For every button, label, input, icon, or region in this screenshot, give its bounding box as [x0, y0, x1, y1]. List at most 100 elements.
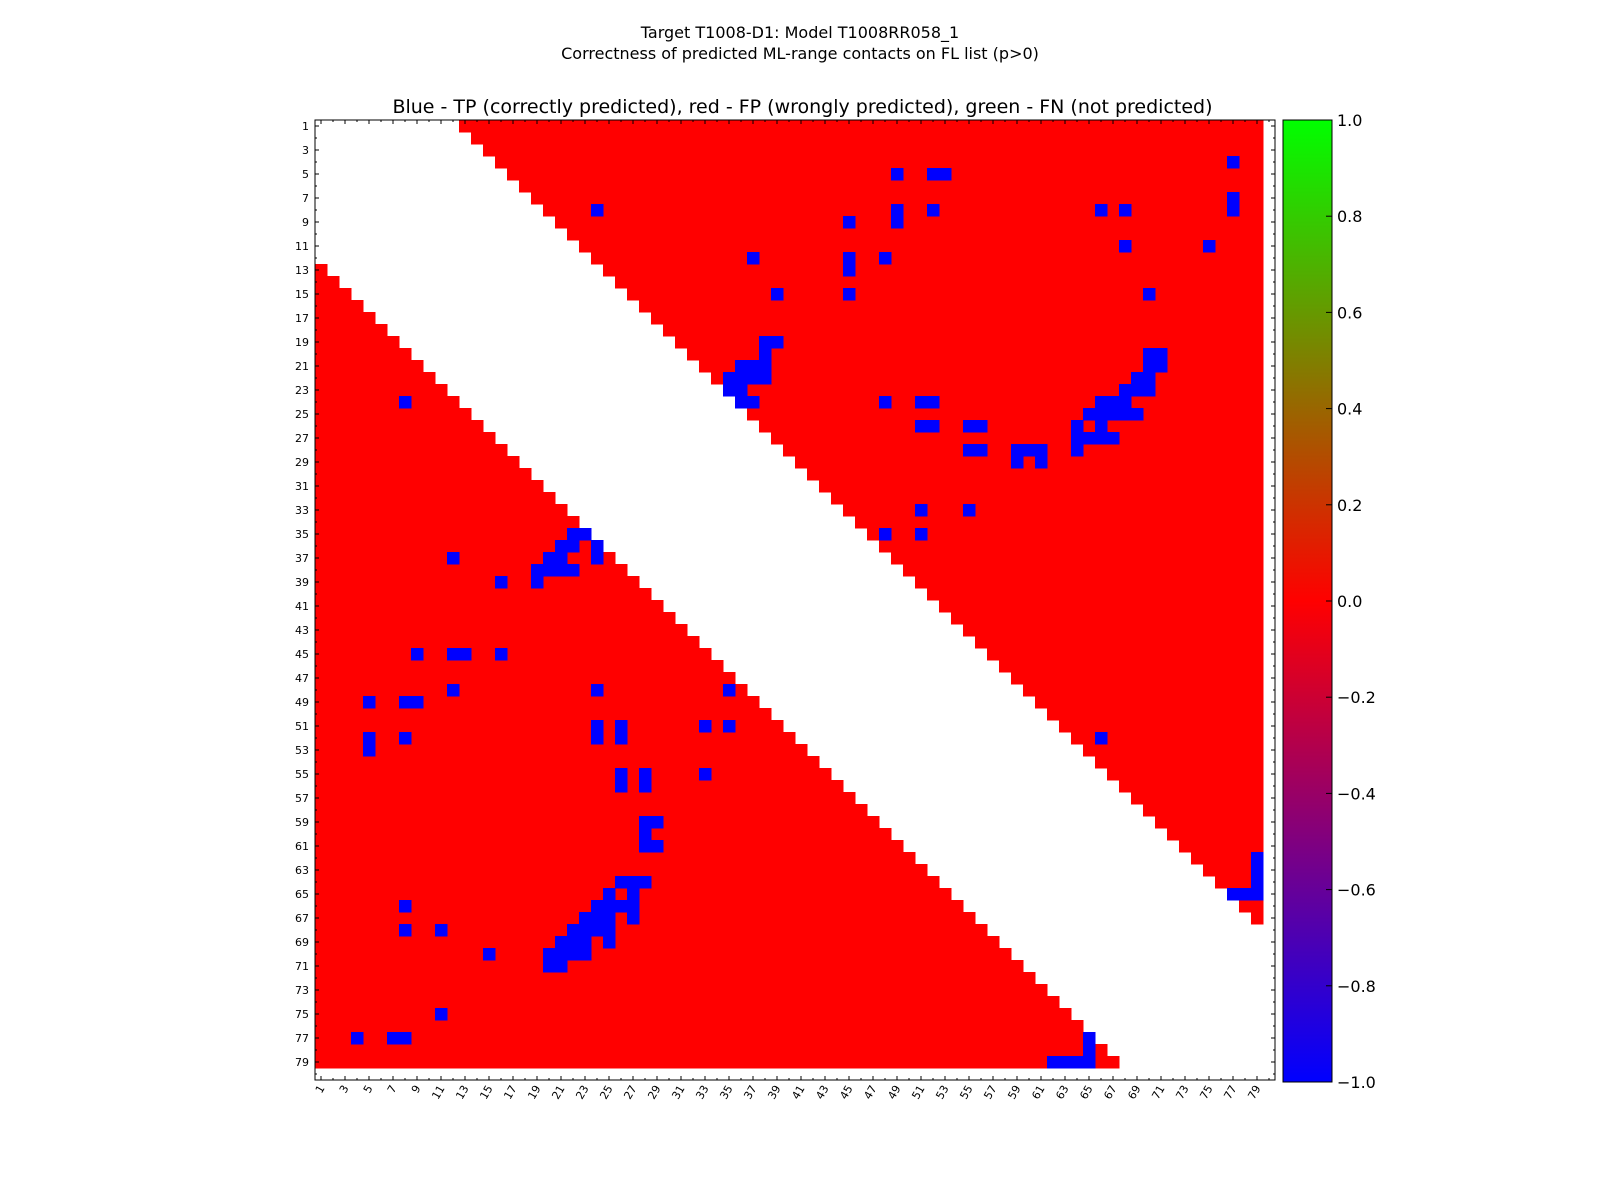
fp-cell	[327, 624, 340, 637]
fp-cell	[459, 804, 472, 817]
fp-cell	[351, 408, 364, 421]
fp-cell	[315, 876, 328, 889]
tp-cell	[735, 384, 748, 397]
fp-cell	[315, 732, 328, 745]
fp-cell	[411, 828, 424, 841]
fp-cell	[687, 708, 700, 721]
fp-cell	[999, 180, 1012, 193]
fp-cell	[519, 120, 532, 133]
fp-cell	[867, 156, 880, 169]
fp-cell	[1071, 1044, 1084, 1057]
fp-cell	[375, 984, 388, 997]
fp-cell	[1239, 732, 1252, 745]
tp-cell	[591, 720, 604, 733]
fp-cell	[831, 312, 844, 325]
fp-cell	[1215, 672, 1228, 685]
tp-cell	[1095, 408, 1108, 421]
fp-cell	[963, 264, 976, 277]
fp-cell	[639, 120, 652, 133]
fp-cell	[831, 972, 844, 985]
fp-cell	[879, 864, 892, 877]
fp-cell	[747, 888, 760, 901]
fp-cell	[375, 612, 388, 625]
fp-cell	[507, 948, 520, 961]
fp-cell	[759, 192, 772, 205]
fp-cell	[819, 996, 832, 1009]
fp-cell	[939, 444, 952, 457]
fp-cell	[567, 744, 580, 757]
fp-cell	[507, 588, 520, 601]
fp-cell	[699, 360, 712, 373]
fp-cell	[1179, 324, 1192, 337]
fp-cell	[675, 648, 688, 661]
fp-cell	[507, 768, 520, 781]
fp-cell	[1155, 576, 1168, 589]
fp-cell	[531, 624, 544, 637]
fp-cell	[1203, 132, 1216, 145]
fp-cell	[987, 936, 1000, 949]
fp-cell	[555, 132, 568, 145]
fp-cell	[831, 384, 844, 397]
fp-cell	[927, 972, 940, 985]
fp-cell	[615, 696, 628, 709]
fp-cell	[1251, 540, 1264, 553]
fp-cell	[543, 732, 556, 745]
fp-cell	[783, 180, 796, 193]
fp-cell	[747, 312, 760, 325]
fp-cell	[951, 1044, 964, 1057]
fp-cell	[999, 444, 1012, 457]
fp-cell	[1239, 300, 1252, 313]
fp-cell	[1083, 348, 1096, 361]
fp-cell	[807, 864, 820, 877]
fp-cell	[975, 360, 988, 373]
fp-cell	[1227, 828, 1240, 841]
fp-cell	[1215, 408, 1228, 421]
fp-cell	[459, 696, 472, 709]
fp-cell	[951, 408, 964, 421]
fp-cell	[915, 300, 928, 313]
fp-cell	[447, 900, 460, 913]
fp-cell	[1239, 204, 1252, 217]
fp-cell	[543, 996, 556, 1009]
fp-cell	[855, 276, 868, 289]
fp-cell	[1131, 168, 1144, 181]
fp-cell	[999, 948, 1012, 961]
fp-cell	[423, 624, 436, 637]
fp-cell	[435, 492, 448, 505]
fp-cell	[1083, 456, 1096, 469]
fp-cell	[363, 1008, 376, 1021]
fp-cell	[327, 684, 340, 697]
fp-cell	[927, 984, 940, 997]
fp-cell	[843, 240, 856, 253]
fp-cell	[1179, 792, 1192, 805]
fp-cell	[1023, 468, 1036, 481]
fp-cell	[759, 924, 772, 937]
fp-cell	[555, 612, 568, 625]
fp-cell	[531, 732, 544, 745]
fp-cell	[399, 660, 412, 673]
fp-cell	[507, 792, 520, 805]
fp-cell	[891, 360, 904, 373]
fp-cell	[603, 1020, 616, 1033]
fp-cell	[519, 732, 532, 745]
fp-cell	[1131, 780, 1144, 793]
fp-cell	[891, 252, 904, 265]
fp-cell	[747, 732, 760, 745]
fp-cell	[1239, 576, 1252, 589]
fp-cell	[795, 300, 808, 313]
fp-cell	[1107, 240, 1120, 253]
fp-cell	[723, 324, 736, 337]
fp-cell	[1107, 672, 1120, 685]
fp-cell	[687, 840, 700, 853]
fp-cell	[855, 180, 868, 193]
fp-cell	[747, 336, 760, 349]
fp-cell	[687, 732, 700, 745]
fp-cell	[987, 564, 1000, 577]
fp-cell	[519, 1056, 532, 1069]
fp-cell	[1035, 192, 1048, 205]
fp-cell	[831, 180, 844, 193]
fp-cell	[315, 780, 328, 793]
fp-cell	[627, 996, 640, 1009]
tp-cell	[399, 732, 412, 745]
fp-cell	[375, 816, 388, 829]
